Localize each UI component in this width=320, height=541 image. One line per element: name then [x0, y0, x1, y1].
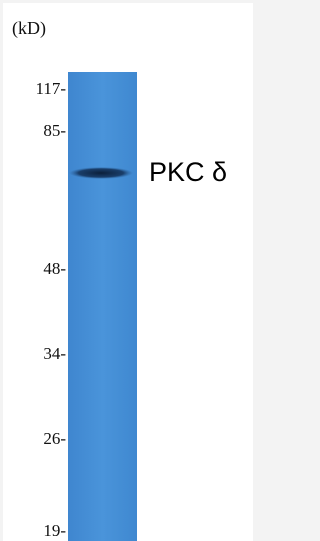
unit-label: (kD) — [12, 18, 46, 39]
marker-label: 19- — [43, 521, 66, 540]
marker-label: 26- — [43, 429, 66, 448]
band-label: PKC δ — [149, 157, 227, 187]
lane — [68, 72, 137, 541]
marker-label: 34- — [43, 344, 66, 363]
marker-label: 48- — [43, 259, 66, 278]
band — [69, 167, 133, 179]
marker-label: 117- — [35, 79, 66, 98]
blot-figure: (kD) 117- 85- 48- 34- 26- 19- PKC δ — [0, 0, 256, 541]
page: (kD) 117-85-48-34-26-19- PKC δ (() => { … — [0, 0, 256, 541]
marker-label: 85- — [43, 121, 66, 140]
